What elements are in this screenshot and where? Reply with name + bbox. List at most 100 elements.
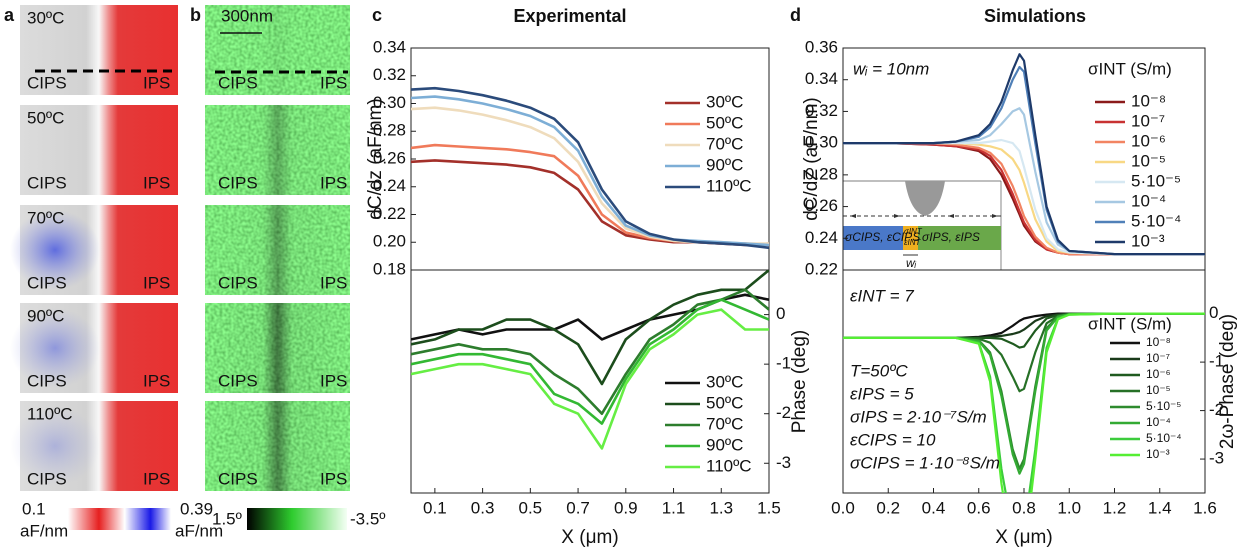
kpfm-image-feature (205, 303, 350, 393)
y-tick-label: 0.28 (805, 164, 838, 183)
legend-label: 10⁻⁷ (1146, 351, 1170, 365)
image-label: IPS (143, 469, 170, 488)
image-label: CIPS (218, 469, 258, 488)
series-line (411, 270, 769, 386)
y-tick-label: 0.32 (805, 101, 838, 120)
panel-label: c (372, 5, 382, 25)
legend-label: 10⁻⁴ (1131, 191, 1166, 210)
afm-image (20, 105, 178, 195)
annotation: εIPS = 5 (850, 384, 914, 403)
x-tick-label: 0.9 (614, 498, 638, 517)
y-tick-label: -2 (1209, 400, 1224, 419)
x-tick-label: 1.6 (1193, 498, 1217, 517)
legend-label: 10⁻³ (1131, 231, 1165, 250)
scale-bar-label: 300nm (221, 6, 273, 25)
afm-image-feature (10, 308, 100, 388)
inset-diagram (843, 180, 1002, 270)
x-tick-label: 1.5 (757, 498, 781, 517)
legend-label: 5·10⁻⁵ (1131, 171, 1181, 190)
image-label: CIPS (27, 273, 67, 292)
legend-label: 5·10⁻⁴ (1131, 211, 1181, 230)
image-label: CIPS (27, 371, 67, 390)
y-tick-label: -2 (776, 403, 791, 422)
y-axis-label: dC/dZ (aF/nm) (801, 97, 822, 221)
legend-label: 10⁻⁴ (1146, 415, 1171, 429)
x-tick-label: 1.4 (1148, 498, 1172, 517)
colorbar-label: aF/nm (20, 521, 68, 540)
chart-title: Simulations (984, 6, 1086, 26)
inset-label: εINT (904, 238, 922, 247)
x-tick-label: 0.1 (423, 498, 447, 517)
image-label: 30ºC (27, 8, 64, 27)
legend-label: 10⁻⁸ (1131, 91, 1166, 110)
y-tick-label: 0.34 (373, 37, 406, 56)
chart-title: Experimental (513, 6, 626, 26)
series-line (411, 288, 769, 415)
x-tick-label: 1.0 (1057, 498, 1081, 517)
series-group (411, 86, 769, 250)
image-label: IPS (143, 73, 170, 92)
legend-label: 90ºC (706, 155, 743, 174)
afm-image (20, 5, 178, 95)
legend-label: 10⁻³ (1146, 447, 1170, 461)
y-axis-label: dC/dz (aF/nm) (365, 98, 386, 219)
legend-label: 10⁻⁵ (1131, 151, 1166, 170)
annotation: σCIPS = 1·10⁻⁸S/m (850, 453, 1000, 472)
legend-label: 50ºC (706, 393, 743, 412)
annotation: wᵢ = 10nm (853, 59, 929, 78)
x-tick-label: 0.3 (471, 498, 495, 517)
y-tick-label: 0.22 (805, 259, 838, 278)
x-tick-label: 0.5 (519, 498, 543, 517)
y-tick-label: -1 (776, 354, 791, 373)
image-label: IPS (320, 173, 347, 192)
afm-image-feature (10, 210, 100, 290)
legend-label: 110ºC (706, 176, 752, 195)
legend-title: σINT (S/m) (1088, 59, 1172, 78)
legend-label: 70ºC (706, 414, 743, 433)
kpfm-image-feature (205, 401, 350, 491)
inset-label: σINT (904, 227, 923, 236)
panel-label: b (190, 5, 201, 25)
image-label: 50ºC (27, 108, 64, 127)
colorbar (247, 508, 347, 530)
colorbar-label: 0.39 (180, 499, 213, 518)
series-line (411, 298, 769, 425)
y-tick-label: 0 (1209, 303, 1218, 322)
legend-label: 70ºC (706, 134, 743, 153)
y-tick-label: 0.32 (373, 65, 406, 84)
series-line (411, 95, 769, 247)
y-tick-label: 0.36 (805, 37, 838, 56)
kpfm-image-feature (205, 5, 350, 95)
x-tick-label: 1.2 (1103, 498, 1127, 517)
kpfm-image-feature (205, 105, 350, 195)
image-label: IPS (143, 371, 170, 390)
x-tick-label: 0.6 (967, 498, 991, 517)
y-tick-label: 0.24 (373, 176, 406, 195)
image-label: 70ºC (27, 208, 64, 227)
legend-label: 110ºC (706, 456, 752, 475)
legend-label: 90ºC (706, 435, 743, 454)
panel-label: a (4, 5, 15, 25)
x-tick-label: 1.1 (662, 498, 686, 517)
x-tick-label: 0.2 (876, 498, 900, 517)
image-label: 110ºC (27, 404, 73, 423)
y-tick-label: 0.26 (373, 148, 406, 167)
legend-label: 10⁻⁸ (1146, 335, 1171, 349)
legend-label: 10⁻⁵ (1146, 383, 1171, 397)
image-label: IPS (143, 273, 170, 292)
image-label: CIPS (218, 273, 258, 292)
afm-image-feature (10, 406, 100, 486)
colorbar (68, 508, 171, 530)
y-tick-label: 0.26 (805, 196, 838, 215)
y-tick-label: 0.30 (373, 93, 406, 112)
y-axis-label: 2ω-Phase (deg) (1217, 314, 1237, 449)
legend-label: 10⁻⁷ (1131, 111, 1165, 130)
image-label: CIPS (218, 73, 258, 92)
y-tick-label: -3 (776, 453, 791, 472)
y-tick-label: -1 (1209, 352, 1224, 371)
x-axis-label: X (μm) (995, 527, 1052, 548)
kpfm-image-feature (205, 205, 350, 295)
colorbar-label: aF/nm (175, 521, 223, 540)
y-tick-label: 0.20 (373, 232, 406, 251)
